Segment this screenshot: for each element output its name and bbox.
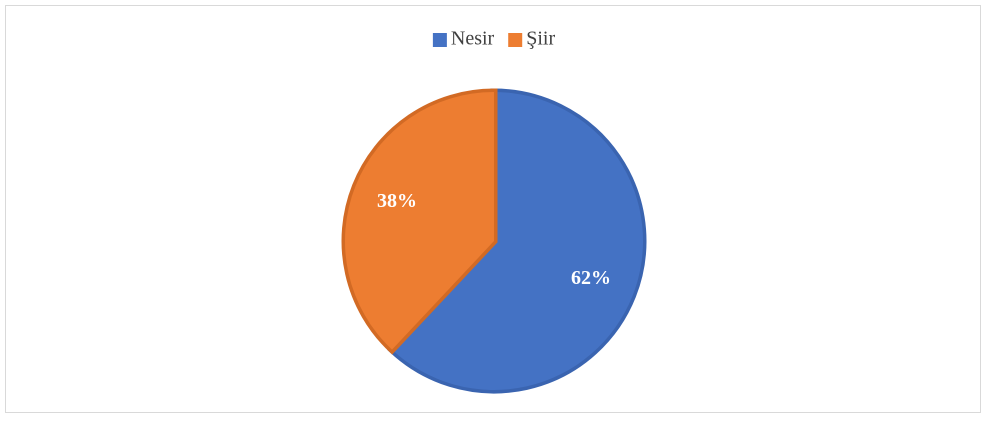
legend-swatch xyxy=(508,33,523,47)
legend-label: Nesir xyxy=(451,28,495,50)
legend-swatch xyxy=(432,33,447,47)
pie-slice xyxy=(387,88,647,394)
data-label: 38% xyxy=(377,190,417,212)
data-label: 62% xyxy=(571,267,611,289)
pie-slice xyxy=(341,88,498,355)
legend-label: Şiir xyxy=(526,28,555,50)
